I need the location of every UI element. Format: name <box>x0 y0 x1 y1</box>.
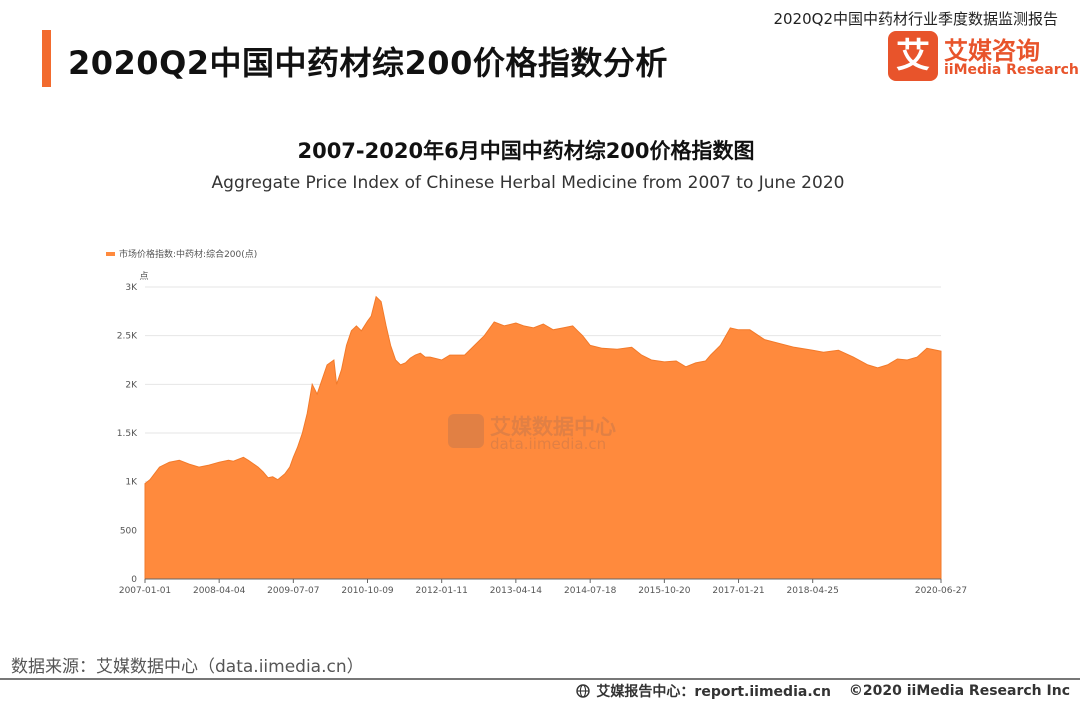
y-tick-label: 3K <box>125 283 138 293</box>
x-tick-label: 2010-10-09 <box>341 586 394 596</box>
logo-name-cn: 艾媒咨询 <box>944 37 1040 65</box>
x-tick-label: 2018-04-25 <box>787 586 839 596</box>
report-name: 2020Q2中国中药材行业季度数据监测报告 <box>773 10 1058 28</box>
chart-subtitle: Aggregate Price Index of Chinese Herbal … <box>211 173 845 193</box>
y-tick-label: 2.5K <box>117 332 138 342</box>
x-tick-label: 2012-01-11 <box>416 586 468 596</box>
chart-title: 2007-2020年6月中国中药材综200价格指数图 <box>297 139 755 163</box>
logo-name-en: iiMedia Research <box>944 62 1079 78</box>
watermark: 艾媒数据中心 data.iimedia.cn <box>448 414 616 453</box>
legend-label: 市场价格指数:中药材:综合200(点) <box>119 248 257 260</box>
y-tick-label: 1K <box>125 478 138 488</box>
footer-divider <box>0 678 1080 680</box>
y-tick-label: 0 <box>131 575 137 585</box>
report-center-link[interactable]: 艾媒报告中心：report.iimedia.cn <box>596 684 831 700</box>
y-tick-label: 1.5K <box>117 429 138 439</box>
x-tick-label: 2008-04-04 <box>193 586 246 596</box>
globe-icon <box>576 684 591 698</box>
page-title: 2020Q2中国中药材综200价格指数分析 <box>68 44 668 82</box>
footer: 艾媒报告中心：report.iimedia.cn ©2020 iiMedia R… <box>576 681 1070 701</box>
price-index-chart: 0 500 1K 1.5K 2K 2.5K 3K 2007-01-01 2008-04-04 20… <box>106 248 967 596</box>
watermark-logo-icon <box>448 414 484 448</box>
x-tick-label: 2009-07-07 <box>267 586 319 596</box>
iimedia-logo: 艾 艾媒咨询 iiMedia Research <box>888 31 1079 83</box>
x-tick-label: 2017-01-21 <box>712 586 764 596</box>
y-axis-unit-label: 点 <box>139 271 148 282</box>
copyright: ©2020 iiMedia Research Inc <box>848 683 1070 699</box>
x-tick-label: 2013-04-14 <box>490 586 543 596</box>
legend-swatch <box>106 252 115 256</box>
logo-mark-icon: 艾 <box>888 31 938 81</box>
data-source: 数据来源：艾媒数据中心（data.iimedia.cn） <box>11 657 364 677</box>
x-tick-label: 2007-01-01 <box>119 586 171 596</box>
x-tick-label: 2020-06-27 <box>915 586 967 596</box>
y-tick-label: 500 <box>120 526 137 536</box>
watermark-text-cn: 艾媒数据中心 <box>490 415 616 439</box>
y-tick-label: 2K <box>125 380 138 390</box>
watermark-text-en: data.iimedia.cn <box>490 435 606 453</box>
x-tick-label: 2014-07-18 <box>564 586 617 596</box>
x-tick-label: 2015-10-20 <box>638 586 691 596</box>
title-accent-bar <box>42 30 51 87</box>
price-index-area <box>144 295 942 580</box>
chart-marks: 0 500 1K 1.5K 2K 2.5K 3K 2007-01-01 2008-04-04 20… <box>117 283 967 596</box>
